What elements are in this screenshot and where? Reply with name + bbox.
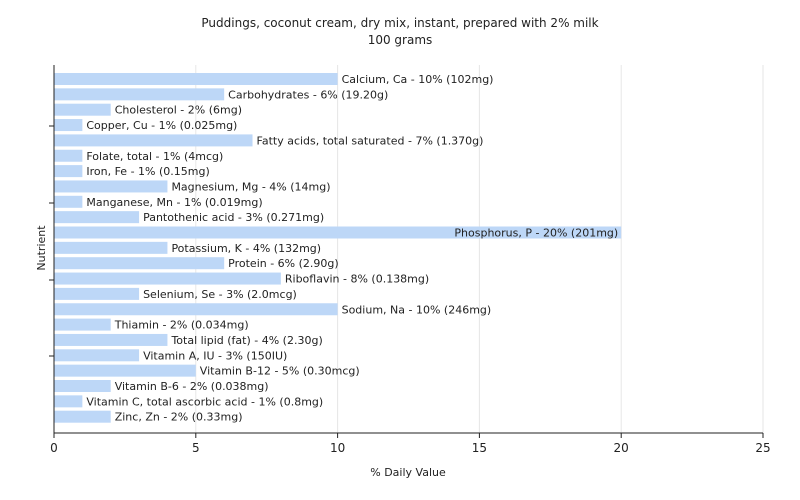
- bar: [54, 380, 111, 392]
- bar-label: Vitamin B-12 - 5% (0.30mcg): [200, 365, 360, 378]
- bar: [54, 303, 338, 316]
- bar: [54, 241, 168, 254]
- y-axis-label: Nutrient: [35, 225, 48, 271]
- x-tick-label: 25: [755, 441, 770, 455]
- bar-label: Folate, total - 1% (4mcg): [86, 150, 223, 163]
- bar-label: Potassium, K - 4% (132mg): [171, 242, 321, 255]
- bar: [54, 349, 140, 362]
- bar: [54, 88, 225, 101]
- bar: [54, 103, 111, 116]
- bar-label: Protein - 6% (2.90g): [228, 257, 339, 270]
- bar-label: Sodium, Na - 10% (246mg): [342, 303, 492, 316]
- bar-label: Pantothenic acid - 3% (0.271mg): [143, 211, 324, 224]
- chart-title: Puddings, coconut cream, dry mix, instan…: [201, 16, 598, 30]
- bars-group: Calcium, Ca - 10% (102mg) Carbohydrates -…: [54, 73, 622, 424]
- bar: [54, 180, 168, 193]
- bar: [54, 226, 622, 239]
- bar-label: Copper, Cu - 1% (0.025mg): [86, 119, 237, 132]
- bar-label: Magnesium, Mg - 4% (14mg): [171, 180, 330, 193]
- bar: [54, 287, 140, 300]
- chart-subtitle: 100 grams: [368, 33, 433, 47]
- bar: [54, 211, 140, 224]
- bar: [54, 149, 83, 162]
- x-tick-label: 15: [472, 441, 487, 455]
- bar: [54, 364, 196, 377]
- x-tick-label: 0: [50, 441, 58, 455]
- bar-label: Total lipid (fat) - 4% (2.30g): [170, 334, 322, 347]
- bar: [54, 165, 83, 178]
- bar-label: Vitamin A, IU - 3% (150IU): [143, 349, 287, 362]
- bar-label: Cholesterol - 2% (6mg): [115, 104, 242, 117]
- bar: [54, 134, 253, 147]
- x-tick-label: 20: [614, 441, 629, 455]
- bar-label: Phosphorus, P - 20% (201mg): [454, 227, 618, 240]
- bar: [54, 318, 111, 331]
- bar-label: Riboflavin - 8% (0.138mg): [285, 273, 429, 286]
- bar-label: Zinc, Zn - 2% (0.33mg): [115, 411, 243, 424]
- bar-label: Manganese, Mn - 1% (0.019mg): [86, 196, 262, 209]
- bar: [54, 73, 338, 85]
- bar: [54, 272, 281, 285]
- bar-label: Vitamin B-6 - 2% (0.038mg): [115, 380, 269, 393]
- x-tick-label: 5: [192, 441, 200, 455]
- bar-label: Thiamin - 2% (0.034mg): [114, 319, 249, 332]
- bar: [54, 257, 225, 270]
- bar-label: Carbohydrates - 6% (19.20g): [228, 88, 388, 101]
- bar: [54, 119, 83, 132]
- bar: [54, 195, 83, 208]
- bar: [54, 333, 168, 346]
- bar-label: Selenium, Se - 3% (2.0mcg): [143, 288, 297, 301]
- x-axis-label: % Daily Value: [370, 466, 446, 479]
- bar: [54, 410, 111, 423]
- axes-group: 0 5 10 15 20 25: [49, 65, 771, 455]
- x-tick-label: 10: [330, 441, 345, 455]
- bar-label: Calcium, Ca - 10% (102mg): [342, 73, 494, 86]
- bar-label: Iron, Fe - 1% (0.15mg): [86, 165, 209, 178]
- bar-label: Vitamin C, total ascorbic acid - 1% (0.8…: [86, 395, 323, 408]
- bar-label: Fatty acids, total saturated - 7% (1.370…: [257, 134, 484, 147]
- bar: [54, 395, 83, 408]
